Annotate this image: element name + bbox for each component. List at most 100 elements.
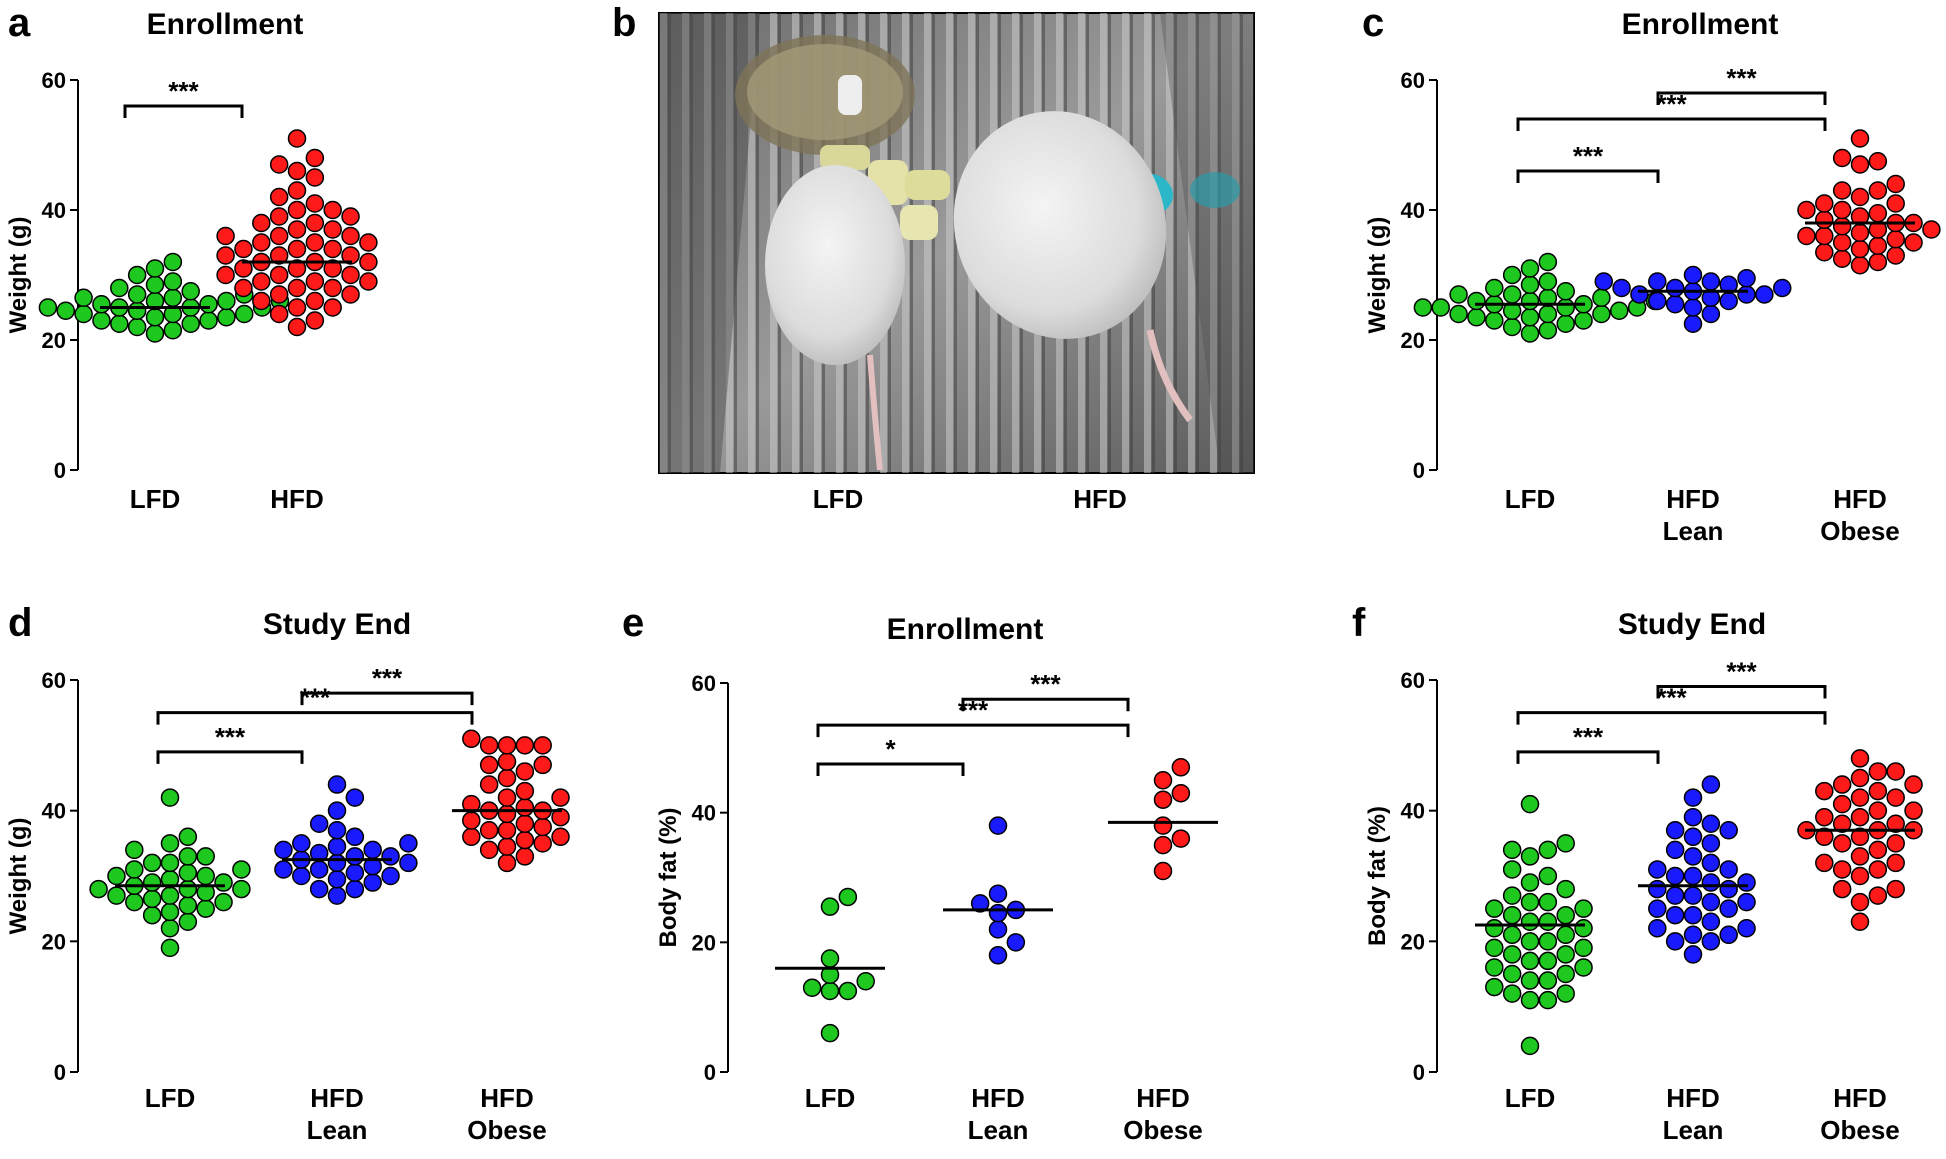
data-point-d: [345, 879, 365, 899]
significance-bracket: [1656, 91, 1827, 105]
data-point-c: [1868, 181, 1888, 200]
data-point-f: [1520, 971, 1540, 990]
data-point-f: [1520, 1036, 1540, 1056]
data-point-a: [359, 233, 378, 252]
data-point-d: [497, 804, 517, 824]
data-point-c: [1538, 321, 1558, 340]
data-point-a: [323, 298, 342, 317]
data-point-f: [1850, 827, 1870, 847]
data-point-d: [142, 873, 162, 892]
data-point-d: [462, 794, 481, 814]
y-axis-label: Body fat (%): [1364, 806, 1391, 946]
data-point-c: [1485, 311, 1504, 330]
data-point-a: [252, 233, 271, 252]
significance-label: ***: [1726, 63, 1757, 93]
data-point-d: [178, 896, 198, 915]
data-point-d: [533, 755, 552, 775]
data-point-f: [1502, 925, 1522, 945]
data-point-a: [163, 288, 183, 307]
data-point-a: [38, 298, 58, 317]
data-point-c: [1556, 298, 1575, 317]
data-point-d: [214, 873, 233, 892]
data-point-a: [287, 200, 307, 220]
x-category-label-line: HFD: [1136, 1083, 1189, 1113]
y-tick-label: 60: [42, 668, 66, 693]
data-point-f: [1485, 938, 1504, 958]
data-point-d: [160, 834, 180, 853]
data-point-a: [269, 155, 289, 174]
photo-label-hfd: HFD: [1073, 484, 1126, 514]
data-point-e: [1171, 758, 1191, 777]
data-point-f: [1815, 827, 1834, 847]
x-category-label: LFD: [805, 1083, 856, 1113]
data-point-f: [1701, 912, 1721, 931]
data-point-d: [196, 899, 215, 918]
data-point-c: [1449, 304, 1468, 324]
data-point-a: [181, 314, 200, 333]
data-point-a: [287, 129, 307, 148]
significance-bracket: [1516, 169, 1660, 183]
data-point-f: [1815, 853, 1834, 873]
y-tick-label: 60: [42, 68, 66, 93]
data-point-f: [1701, 834, 1721, 853]
data-point-c: [1868, 236, 1888, 255]
x-category-label: LFD: [1505, 484, 1556, 514]
data-point-f: [1538, 971, 1558, 990]
data-point-f: [1520, 892, 1540, 912]
data-point-c: [1832, 200, 1852, 220]
data-point-a: [305, 168, 325, 187]
data-point-f: [1538, 866, 1558, 886]
data-point-d: [399, 853, 418, 873]
data-point-c: [1886, 174, 1905, 194]
data-point-a: [252, 213, 271, 233]
data-point-d: [292, 866, 311, 886]
data-point-d: [551, 827, 570, 847]
data-point-c: [1502, 265, 1522, 285]
x-category-label-line: Lean: [1663, 516, 1724, 546]
x-category-label-line: Lean: [1663, 1115, 1724, 1145]
y-tick-label: 40: [1401, 198, 1425, 223]
data-point-a: [269, 246, 289, 265]
data-point-c: [1850, 256, 1870, 275]
data-point-f: [1538, 912, 1558, 931]
data-point-f: [1574, 919, 1593, 938]
data-point-f: [1904, 801, 1923, 820]
data-point-f: [1850, 912, 1870, 931]
data-point-a: [323, 278, 342, 298]
data-point-c: [1886, 246, 1905, 265]
data-point-d: [497, 788, 517, 807]
data-point-c: [1850, 129, 1870, 148]
data-point-a: [287, 239, 307, 259]
data-point-a: [323, 259, 342, 278]
data-point-d: [125, 840, 144, 860]
data-point-d: [327, 853, 347, 873]
data-point-f: [1520, 951, 1540, 971]
data-point-f: [1868, 781, 1888, 801]
data-point-d: [160, 853, 180, 873]
data-point-f: [1719, 899, 1738, 918]
data-point-f: [1502, 886, 1522, 905]
data-point-d: [309, 843, 329, 863]
x-category-label-line: HFD: [270, 484, 323, 514]
data-point-f: [1683, 827, 1703, 847]
x-category-label-line: Lean: [307, 1115, 368, 1145]
significance-bracket: [961, 697, 1130, 712]
data-point-d: [160, 886, 180, 905]
data-point-f: [1520, 990, 1540, 1010]
y-tick-label: 40: [42, 799, 66, 824]
data-point-c: [1832, 233, 1852, 252]
data-point-c: [1755, 285, 1774, 304]
data-point-f: [1886, 879, 1905, 899]
data-point-a: [216, 226, 235, 246]
data-point-d: [107, 866, 126, 886]
data-point-a: [252, 291, 271, 311]
y-tick-label: 0: [704, 1060, 716, 1085]
significance-label: ***: [1573, 722, 1604, 752]
data-point-f: [1719, 860, 1738, 879]
charts: 0 20 40 60 Weight (g) LFD HFD *** 0 20 40 60 Weight …: [5, 63, 1941, 1145]
data-point-d: [497, 837, 517, 856]
data-point-a: [127, 265, 147, 285]
data-point-f: [1737, 892, 1756, 912]
data-point-c: [1630, 285, 1649, 304]
